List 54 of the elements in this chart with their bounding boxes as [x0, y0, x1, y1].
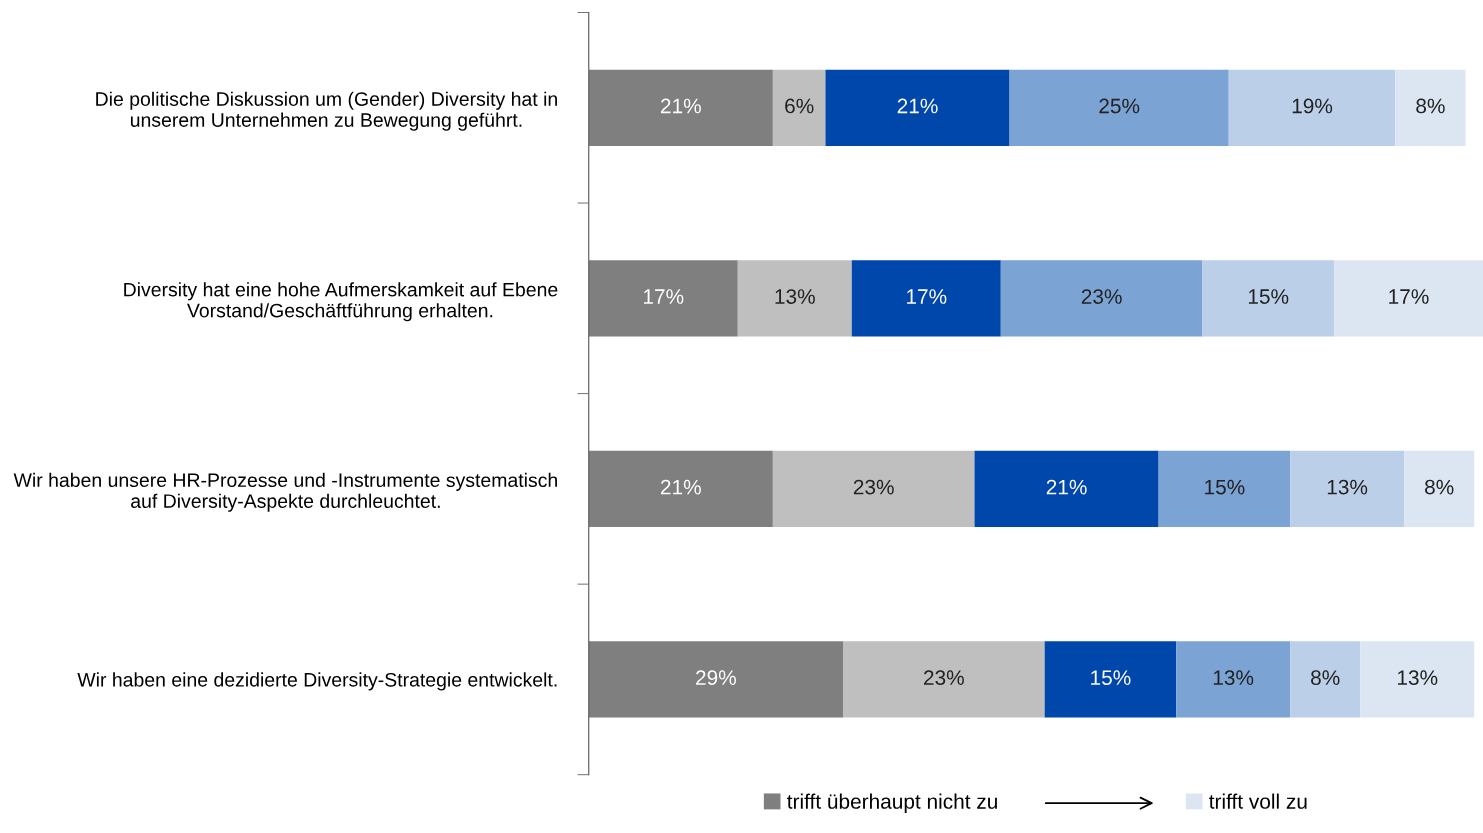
bar [1044, 641, 1177, 718]
data-label: 15% [1091, 670, 1131, 686]
data-label: 21% [661, 479, 701, 495]
y-tick-label: Die politische Diskussion um (Gender) Diversity hat in unserem Unternehmen zu Bewegung geführt. [96, 91, 557, 131]
data-label: 23% [853, 479, 894, 495]
data-label: 29% [696, 670, 736, 686]
data-label: 21% [1046, 479, 1087, 495]
legend-label: trifft überhaupt nicht zu [787, 793, 997, 813]
y-tick-label: Diversity hat eine hohe Aufmerskamkeit auf Ebene Vorstand/Geschäftführung erhalten. [124, 282, 558, 322]
bar [1176, 641, 1291, 718]
data-label: 21% [897, 98, 938, 114]
data-label: 17% [1389, 289, 1429, 304]
bar [588, 450, 773, 527]
data-label: 21% [661, 98, 701, 114]
bar [825, 69, 1010, 146]
data-label: 19% [1292, 98, 1333, 114]
bar [1404, 450, 1475, 527]
bar [851, 260, 1001, 337]
data-label: 13% [1397, 670, 1438, 686]
data-label: 25% [1099, 98, 1140, 114]
bar [1395, 69, 1466, 146]
data-label: 8% [1311, 670, 1340, 686]
data-label: 8% [1425, 479, 1454, 495]
bar [974, 450, 1159, 527]
data-label: 13% [1213, 670, 1254, 686]
legend-label: trifft voll zu [1209, 793, 1307, 809]
data-label: 17% [907, 289, 947, 304]
data-label: 15% [1248, 289, 1289, 304]
data-label: 13% [1327, 479, 1368, 495]
data-label: 23% [1081, 289, 1122, 304]
data-label: 6% [785, 98, 814, 114]
bar [1202, 260, 1334, 337]
data-label: 15% [1205, 479, 1245, 495]
bar [1333, 260, 1483, 337]
data-label: 13% [775, 289, 815, 304]
bar [737, 260, 852, 337]
bar [588, 260, 738, 337]
bar [1290, 641, 1361, 718]
bar [1228, 69, 1396, 146]
bar [588, 69, 773, 146]
bar [1360, 641, 1475, 718]
y-tick-label: Wir haben eine dezidierte Diversity-Strategie entwickelt. [77, 672, 557, 691]
bar [772, 450, 975, 527]
bar [1158, 450, 1291, 527]
bar [588, 641, 843, 718]
data-label: 17% [644, 289, 684, 304]
bar [843, 641, 1045, 718]
bar [772, 69, 826, 146]
bar [1290, 450, 1405, 527]
bar [1009, 69, 1229, 146]
bar [1000, 260, 1203, 337]
y-tick-label: Wir haben unsere HR-Prozesse und -Instrumente systematisch auf Diversity-Aspekte durchleuchtet. [13, 472, 557, 512]
data-label: 8% [1416, 98, 1445, 114]
data-label: 23% [924, 670, 964, 686]
